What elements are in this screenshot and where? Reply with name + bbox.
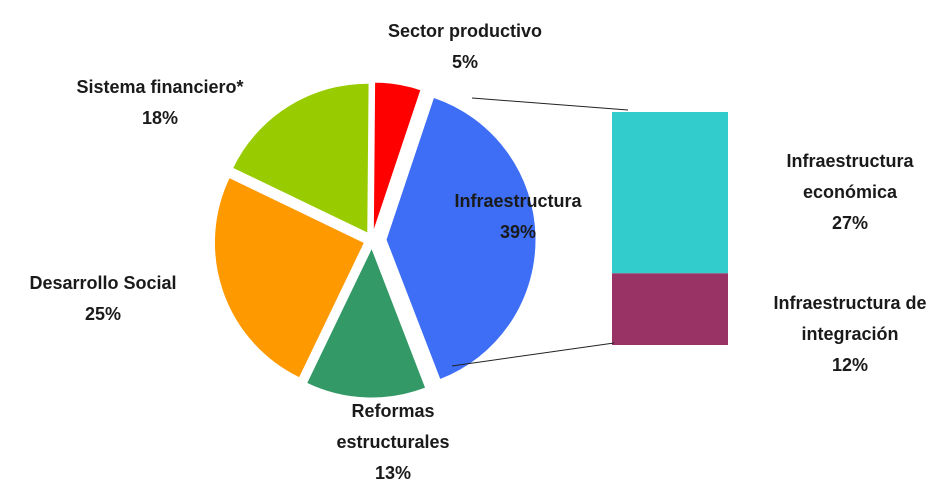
bar-label: Infraestructura de integración 12% <box>750 288 950 381</box>
category-label: Infraestructura económica <box>786 151 914 202</box>
category-label: Infraestructura <box>454 191 582 211</box>
slice-label: Infraestructura 39% <box>418 186 618 248</box>
category-label: Sector productivo <box>387 21 543 41</box>
pie-slice <box>231 82 370 235</box>
percent-label: 12% <box>831 355 869 375</box>
percent-label: 5% <box>451 52 478 72</box>
pie-slice <box>305 246 427 399</box>
category-label: Infraestructura de integración <box>773 293 927 344</box>
slice-label: Desarrollo Social 25% <box>0 268 218 330</box>
pie-slice <box>372 81 422 233</box>
percent-label: 39% <box>499 222 537 242</box>
percent-label: 27% <box>831 213 869 233</box>
percent-label: 18% <box>141 108 179 128</box>
slice-label: Sistema financiero* 18% <box>30 72 290 134</box>
slice-label: Sector productivo 5% <box>335 16 595 78</box>
bar-label: Infraestructura económica 27% <box>750 146 950 239</box>
pie-slice <box>213 176 366 379</box>
percent-label: 25% <box>84 304 122 324</box>
bar-segment <box>612 273 728 345</box>
category-label: Sistema financiero* <box>76 77 244 97</box>
category-label: Desarrollo Social <box>29 273 177 293</box>
category-label: Reformas estructurales <box>336 401 450 452</box>
connector-line <box>471 97 629 111</box>
slice-label: Reformas estructurales 13% <box>308 396 478 489</box>
bar-segment <box>612 112 728 274</box>
pie-slice <box>385 96 537 381</box>
percent-label: 13% <box>374 463 412 483</box>
connector-line <box>451 342 615 367</box>
